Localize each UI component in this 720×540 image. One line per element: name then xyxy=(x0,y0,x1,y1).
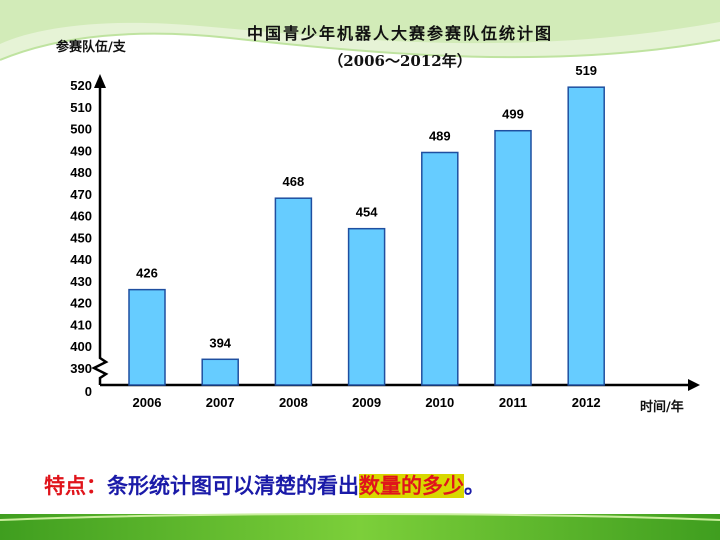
y-tick-label: 480 xyxy=(70,165,92,180)
y-tick-label: 390 xyxy=(70,361,92,376)
y-tick-label: 410 xyxy=(70,317,92,332)
bar-2010 xyxy=(421,151,459,386)
x-tick-labels: 2006 2007 2008 2009 2010 2011 2012 xyxy=(133,395,601,410)
y-tick-label: 490 xyxy=(70,143,92,158)
x-tick-label-2009: 2009 xyxy=(352,395,381,410)
x-axis-label: 时间/年 xyxy=(640,400,684,415)
x-tick-label-2006: 2006 xyxy=(133,395,162,410)
y-axis-label: 参赛队伍/支 xyxy=(56,40,126,55)
axes xyxy=(91,74,700,391)
y-tick-label: 460 xyxy=(70,209,92,224)
bar-2008 xyxy=(274,197,313,386)
data-label-2012: 519 xyxy=(575,63,597,78)
x-tick-label-2007: 2007 xyxy=(206,395,235,410)
y-tick-label: 520 xyxy=(70,78,92,93)
bar-2012 xyxy=(567,86,605,386)
bar-2006 xyxy=(128,288,166,386)
bar-2011 xyxy=(494,129,532,386)
chart-title: 中国青少年机器人大赛参赛队伍统计图 xyxy=(246,24,553,43)
y-tick-label: 0 xyxy=(85,384,92,399)
x-tick-label-2008: 2008 xyxy=(279,395,308,410)
top-decor-swoosh-2 xyxy=(0,0,720,44)
data-label-2009: 454 xyxy=(356,205,378,220)
note-lead: 特点： xyxy=(44,474,107,498)
y-tick-label: 420 xyxy=(70,296,92,311)
y-tick-label: 500 xyxy=(70,122,92,137)
note-end: 。 xyxy=(464,474,485,498)
bar-2007 xyxy=(201,358,239,386)
chart-subtitle: （2006～2012年） xyxy=(328,52,472,70)
y-tick-label: 450 xyxy=(70,230,92,245)
y-tick-label: 430 xyxy=(70,274,92,289)
y-tick-label: 440 xyxy=(70,252,92,267)
data-label-2010: 489 xyxy=(429,128,451,143)
top-decor-line xyxy=(0,32,720,61)
note-emphasis: 数量的多少 xyxy=(359,474,464,498)
data-label-2007: 394 xyxy=(209,335,231,350)
x-tick-label-2012: 2012 xyxy=(572,395,601,410)
x-tick-label-2010: 2010 xyxy=(425,395,454,410)
y-axis-line xyxy=(91,78,109,385)
y-tick-label: 470 xyxy=(70,187,92,202)
x-axis-arrow xyxy=(688,379,700,391)
bottom-green-band xyxy=(0,514,720,540)
bar-2009 xyxy=(347,227,386,386)
data-labels: 426 394 468 454 489 499 519 xyxy=(136,63,597,350)
data-label-2008: 468 xyxy=(283,174,305,189)
y-tick-label: 400 xyxy=(70,339,92,354)
data-label-2006: 426 xyxy=(136,266,158,281)
y-tick-labels: 0 390 400 410 420 430 440 450 460 470 480 490 500 510… xyxy=(70,78,92,399)
feature-note: 特点：条形统计图可以清楚的看出数量的多少。 xyxy=(44,470,485,500)
y-tick-label: 510 xyxy=(70,100,92,115)
note-body: 条形统计图可以清楚的看出 xyxy=(107,474,359,498)
bottom-band-highlight xyxy=(0,513,720,521)
x-tick-label-2011: 2011 xyxy=(499,395,527,410)
data-label-2011: 499 xyxy=(502,107,524,122)
y-axis-arrow xyxy=(94,74,106,88)
bars xyxy=(128,86,605,386)
